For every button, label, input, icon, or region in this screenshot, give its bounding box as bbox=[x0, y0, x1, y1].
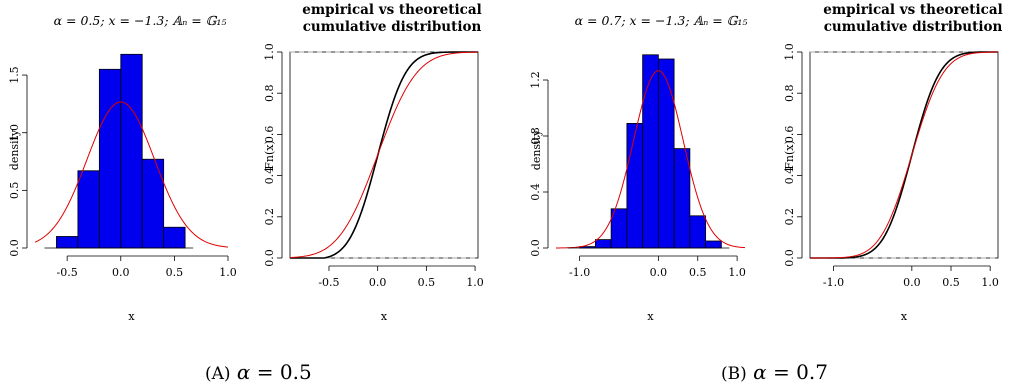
x-tick-label: 0.5 bbox=[166, 266, 184, 279]
histogram-bar bbox=[98, 68, 122, 249]
x-tick-label: -1.0 bbox=[569, 266, 590, 279]
plot-frame bbox=[289, 51, 479, 259]
y-axis-label: density bbox=[8, 129, 21, 170]
caption-a: (A) α = 0.5 bbox=[205, 360, 312, 384]
x-tick-label: 1.0 bbox=[728, 266, 746, 279]
density-curve bbox=[556, 70, 746, 249]
y-tick-label: 1.2 bbox=[529, 71, 542, 89]
y-tick-label: 0.6 bbox=[783, 126, 796, 144]
histogram-bar bbox=[626, 123, 644, 249]
x-tick-label: 0.0 bbox=[903, 276, 921, 289]
histogram-bar bbox=[163, 226, 186, 249]
x-tick-label: 1.0 bbox=[466, 276, 484, 289]
y-tick-label: 1.5 bbox=[8, 66, 21, 84]
chart-title: empirical vs theoretical bbox=[302, 2, 481, 18]
x-tick-label: 0.5 bbox=[418, 276, 436, 289]
y-tick-label: 0.4 bbox=[783, 167, 796, 185]
caption-b-alpha: α bbox=[753, 360, 767, 384]
caption-a-alpha: α bbox=[236, 360, 251, 384]
y-axis-label: Fn(x) bbox=[783, 140, 796, 170]
chart-title: α = 0.7; x = −1.3; 𝔸ₙ = 𝔾₁₅ bbox=[575, 13, 748, 28]
y-tick-label: 0.5 bbox=[8, 182, 21, 200]
histogram-bar bbox=[141, 158, 165, 249]
y-tick-label: 0.0 bbox=[263, 249, 276, 267]
y-tick-label: 0.4 bbox=[263, 167, 276, 185]
histogram-bar bbox=[689, 215, 707, 249]
chart-title: cumulative distribution bbox=[303, 19, 482, 35]
caption-b-letter: (B) bbox=[721, 364, 747, 384]
x-tick-label: -0.5 bbox=[57, 266, 78, 279]
x-axis-label: x bbox=[128, 310, 135, 323]
histogram-bar bbox=[673, 148, 691, 249]
y-tick-label: 0.0 bbox=[529, 239, 542, 257]
density-curve bbox=[34, 101, 229, 248]
histogram-bar bbox=[56, 236, 79, 249]
x-tick-label: 0.0 bbox=[650, 266, 668, 279]
x-tick-label: 1.0 bbox=[981, 276, 999, 289]
x-tick-label: 0.5 bbox=[942, 276, 960, 289]
chart-title: cumulative distribution bbox=[824, 19, 1003, 35]
y-axis-label: density bbox=[530, 129, 543, 170]
histogram-bar bbox=[77, 170, 100, 249]
histogram-bar bbox=[120, 53, 143, 249]
x-tick-label: 0.5 bbox=[689, 266, 707, 279]
caption-b-value: = 0.7 bbox=[766, 360, 828, 384]
y-tick-label: 0.8 bbox=[783, 84, 796, 102]
x-tick-label: -1.0 bbox=[823, 276, 844, 289]
histogram-bar bbox=[657, 58, 675, 249]
chart-panel-1: α = 0.5; x = −1.3; 𝔸ₙ = 𝔾₁₅ -0.5 0.0 0.5 1.0… bbox=[8, 13, 237, 323]
x-axis-label: x bbox=[381, 310, 388, 323]
y-tick-label: 1.0 bbox=[8, 124, 21, 142]
y-tick-label: 0.6 bbox=[263, 126, 276, 144]
y-tick-label: 0.8 bbox=[263, 84, 276, 102]
histogram-bar bbox=[705, 240, 722, 249]
y-tick-label: 0.4 bbox=[529, 183, 542, 201]
caption-a-letter: (A) bbox=[205, 364, 231, 384]
x-tick-label: 1.0 bbox=[219, 266, 237, 279]
theoretical-cdf-line bbox=[289, 51, 479, 259]
chart-panel-3: α = 0.7; x = −1.3; 𝔸ₙ = 𝔾₁₅ -1.0 0.0 0.5 1.0… bbox=[529, 13, 747, 323]
caption-b: (B) α = 0.7 bbox=[721, 360, 828, 384]
y-tick-label: 1.0 bbox=[263, 43, 276, 61]
y-tick-label: 0.2 bbox=[783, 208, 796, 226]
x-tick-label: -0.5 bbox=[318, 276, 339, 289]
x-tick-label: 0.0 bbox=[369, 276, 387, 289]
y-tick-label: 0.8 bbox=[529, 127, 542, 145]
histogram-bar bbox=[642, 54, 659, 249]
y-tick-label: 1.0 bbox=[783, 43, 796, 61]
chart-title: α = 0.5; x = −1.3; 𝔸ₙ = 𝔾₁₅ bbox=[54, 13, 227, 28]
x-axis-label: x bbox=[901, 310, 908, 323]
empirical-cdf-line bbox=[290, 51, 478, 259]
chart-title: empirical vs theoretical bbox=[823, 2, 1002, 18]
x-axis-label: x bbox=[647, 310, 654, 323]
y-axis-label: Fn(x) bbox=[263, 140, 276, 170]
y-tick-label: 0.2 bbox=[263, 208, 276, 226]
empirical-cdf-line bbox=[810, 51, 998, 259]
y-tick-label: 0.0 bbox=[8, 239, 21, 257]
plot-frame bbox=[809, 51, 999, 259]
y-tick-label: 0.0 bbox=[783, 249, 796, 267]
caption-a-value: = 0.5 bbox=[250, 360, 312, 384]
histogram-bar bbox=[594, 239, 612, 249]
theoretical-cdf-line bbox=[810, 51, 999, 259]
x-tick-label: 0.0 bbox=[112, 266, 130, 279]
